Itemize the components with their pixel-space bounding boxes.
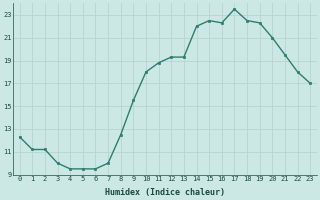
X-axis label: Humidex (Indice chaleur): Humidex (Indice chaleur) [105, 188, 225, 197]
